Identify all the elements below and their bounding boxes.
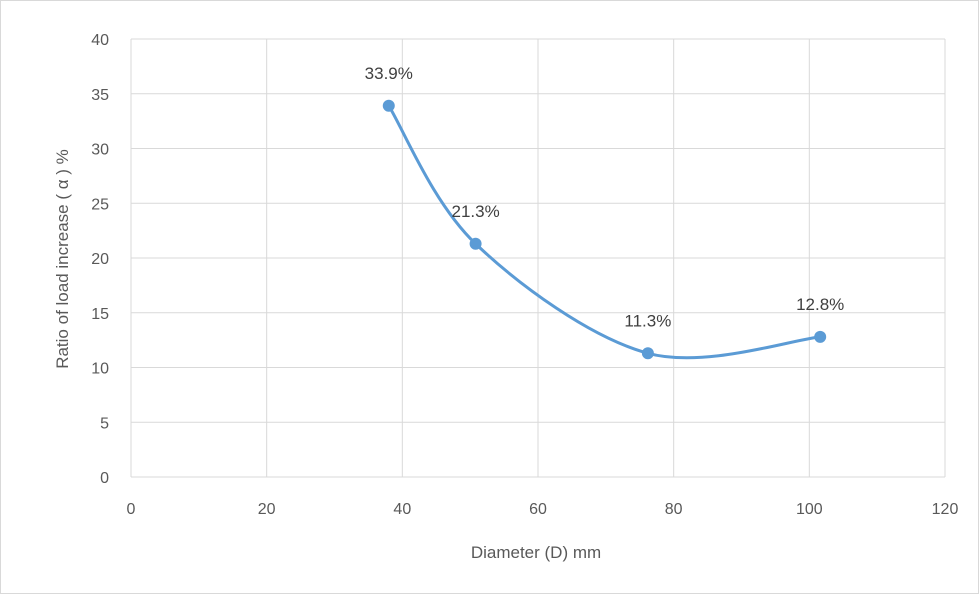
gridlines: [130, 38, 946, 478]
y-tick-label: 10: [91, 361, 109, 378]
y-tick-label: 15: [91, 306, 109, 323]
y-tick-label: 40: [91, 32, 109, 49]
y-tick-label: 30: [91, 142, 109, 159]
x-tick-label: 120: [932, 501, 959, 518]
series-line: [387, 104, 821, 360]
data-label: 21.3%: [451, 202, 499, 221]
x-tick-label: 100: [796, 501, 823, 518]
y-tick-label: 5: [100, 415, 109, 432]
x-tick-label: 80: [665, 501, 683, 518]
data-point: [641, 347, 654, 360]
x-tick-labels: 0 20 40 60 80 100 120: [127, 501, 959, 518]
x-tick-label: 60: [529, 501, 547, 518]
data-point: [469, 237, 482, 250]
x-axis-title: Diameter (D) mm: [471, 543, 601, 562]
x-tick-label: 0: [127, 501, 136, 518]
y-tick-label: 25: [91, 196, 109, 213]
y-tick-label: 0: [100, 470, 109, 487]
y-axis-title: Ratio of load increase ( α ) %: [53, 149, 72, 369]
y-tick-label: 20: [91, 251, 109, 268]
data-labels: 33.9% 21.3% 11.3% 12.8%: [365, 64, 845, 330]
data-point: [382, 99, 395, 112]
y-tick-labels: 0 5 10 15 20 25 30 35 40: [91, 32, 109, 487]
data-label: 12.8%: [796, 295, 844, 314]
x-tick-label: 40: [393, 501, 411, 518]
data-label: 33.9%: [365, 64, 413, 83]
data-point: [814, 330, 827, 343]
y-tick-label: 35: [91, 87, 109, 104]
x-tick-label: 20: [258, 501, 276, 518]
data-points: [382, 99, 827, 360]
data-label: 11.3%: [624, 311, 671, 330]
